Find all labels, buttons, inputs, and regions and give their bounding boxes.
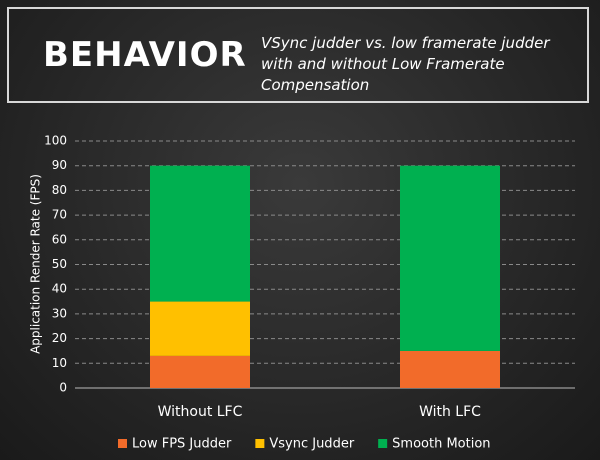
x-tick-label: With LFC — [419, 404, 481, 420]
y-tick-label: 100 — [44, 134, 67, 148]
y-tick-label: 0 — [59, 381, 67, 395]
legend-swatch — [118, 439, 127, 448]
legend-label: Smooth Motion — [392, 437, 490, 452]
chart-title: BEHAVIOR — [43, 35, 247, 75]
y-axis-label: Application Render Rate (FPS) — [29, 174, 43, 354]
legend-swatch — [378, 439, 388, 448]
y-tick-label: 80 — [52, 183, 67, 197]
legend-swatch — [255, 439, 265, 448]
y-tick-label: 10 — [52, 356, 67, 370]
bar-segment — [150, 165, 250, 302]
x-tick-label: Without LFC — [158, 404, 243, 420]
legend-label: Vsync Judder — [269, 437, 354, 452]
bar-segment — [150, 355, 250, 388]
header-box: BEHAVIOR VSync judder vs. low framerate … — [7, 7, 589, 103]
y-tick-label: 60 — [52, 232, 67, 246]
bar-segment — [400, 350, 500, 388]
y-tick-label: 90 — [52, 158, 67, 172]
y-tick-label: 20 — [52, 331, 67, 345]
chart-subtitle: VSync judder vs. low framerate judder wi… — [261, 34, 550, 94]
legend-label: Low FPS Judder — [132, 437, 232, 452]
y-tick-label: 50 — [52, 257, 67, 271]
bar-segment — [400, 165, 500, 351]
y-tick-label: 30 — [52, 306, 67, 320]
y-tick-label: 40 — [52, 282, 67, 296]
bar-segment — [150, 301, 250, 356]
y-tick-label: 70 — [52, 208, 67, 222]
